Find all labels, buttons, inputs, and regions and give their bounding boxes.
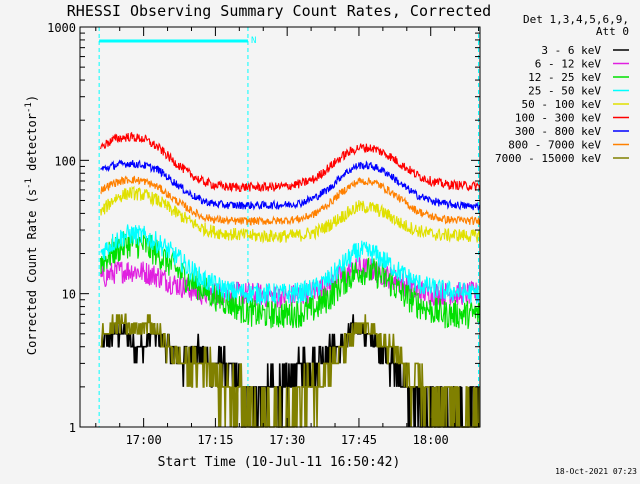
footer-timestamp: 18-Oct-2021 07:23 <box>555 467 637 476</box>
y-label-mid: detector <box>25 113 39 178</box>
x-tick-label: 17:00 <box>126 433 162 447</box>
series-layer <box>100 131 481 428</box>
y-label-pre: Corrected Count Rate (s <box>25 189 39 355</box>
y-tick-label: 10 <box>62 288 76 302</box>
y-label-post: ) <box>25 95 39 102</box>
y-tick-label: 1 <box>69 421 76 435</box>
y-axis-label-group: Corrected Count Rate (s-1 detector-1) <box>24 95 39 355</box>
plot-frame <box>79 26 481 428</box>
legend-header-line-2: Att 0 <box>596 25 629 38</box>
x-tick-label: 17:45 <box>341 433 377 447</box>
y-label-sup2: -1 <box>24 102 34 113</box>
legend-label-6: 300 - 800 keV <box>515 125 601 138</box>
x-tick-label: 17:15 <box>197 433 233 447</box>
series-line-4 <box>100 185 481 244</box>
series-line-3 <box>100 224 480 307</box>
series-line-7 <box>100 175 481 226</box>
series-line-6 <box>100 159 481 211</box>
series-line-2 <box>100 231 481 329</box>
y-tick-label: 100 <box>54 154 76 168</box>
x-tick-label: 18:00 <box>413 433 449 447</box>
x-axis-label: Start Time (10-Jul-11 16:50:42) <box>158 455 401 470</box>
legend-label-1: 6 - 12 keV <box>535 58 602 71</box>
legend-label-8: 7000 - 15000 keV <box>495 152 601 165</box>
legend-label-5: 100 - 300 keV <box>515 112 601 125</box>
chart-title: RHESSI Observing Summary Count Rates, Co… <box>67 2 491 20</box>
legend-label-3: 25 - 50 keV <box>528 85 601 98</box>
legend-label-4: 50 - 100 keV <box>522 98 602 111</box>
legend-header-line-1: Det 1,3,4,5,6,9, <box>523 13 629 26</box>
legend-label-2: 12 - 25 keV <box>528 71 601 84</box>
axis-layer: 1 10 100 1000 17:00 17:15 17:30 17:45 18:00 <box>47 21 481 447</box>
series-line-5 <box>100 131 481 193</box>
legend-label-0: 3 - 6 keV <box>541 44 601 57</box>
series-line-1 <box>100 257 481 309</box>
y-axis-label: Corrected Count Rate (s-1 detector-1) <box>24 95 39 355</box>
x-tick-label: 17:30 <box>269 433 305 447</box>
y-label-sup1: -1 <box>24 178 34 189</box>
night-bar-label: N <box>251 36 256 46</box>
y-tick-label: 1000 <box>47 21 76 35</box>
legend-label-7: 800 - 7000 keV <box>508 139 601 152</box>
